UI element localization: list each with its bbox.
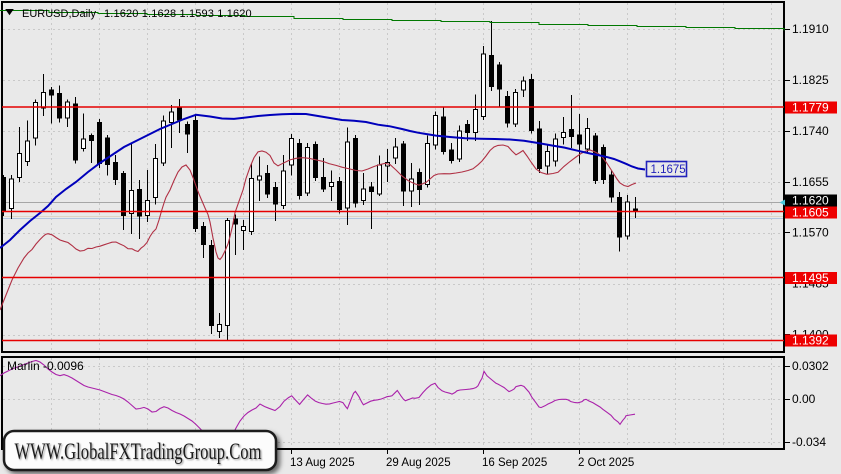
- svg-text:1.1825: 1.1825: [792, 73, 829, 87]
- svg-text:1.1740: 1.1740: [792, 124, 829, 138]
- svg-text:1.1605: 1.1605: [792, 206, 829, 220]
- svg-text:1.1392: 1.1392: [792, 334, 829, 348]
- svg-text:1.1779: 1.1779: [792, 101, 829, 115]
- svg-text:1.1655: 1.1655: [792, 175, 829, 189]
- svg-text:2 Oct 2025: 2 Oct 2025: [578, 457, 634, 469]
- svg-text:1.1910: 1.1910: [792, 22, 829, 36]
- svg-text:29 Aug 2025: 29 Aug 2025: [386, 457, 451, 469]
- svg-text:1.1620 1.1628 1.1593 1.1620: 1.1620 1.1628 1.1593 1.1620: [104, 8, 252, 20]
- svg-text:Marlin -0.0096: Marlin -0.0096: [7, 359, 84, 373]
- svg-text:-0.034: -0.034: [792, 435, 826, 449]
- svg-text:13 Aug 2025: 13 Aug 2025: [290, 457, 355, 469]
- svg-text:1.1620: 1.1620: [792, 194, 829, 208]
- svg-text:16 Sep 2025: 16 Sep 2025: [482, 457, 547, 469]
- svg-text:0.00: 0.00: [792, 392, 816, 406]
- svg-text:WWW.GlobalFXTradingGroup.Com: WWW.GlobalFXTradingGroup.Com: [15, 439, 262, 464]
- svg-text:1.1675: 1.1675: [651, 164, 686, 176]
- svg-text:1.1570: 1.1570: [792, 226, 829, 240]
- svg-text:EURUSD,Daily: EURUSD,Daily: [22, 8, 96, 20]
- svg-text:1.1495: 1.1495: [792, 271, 829, 285]
- svg-text:0.0302: 0.0302: [792, 359, 829, 373]
